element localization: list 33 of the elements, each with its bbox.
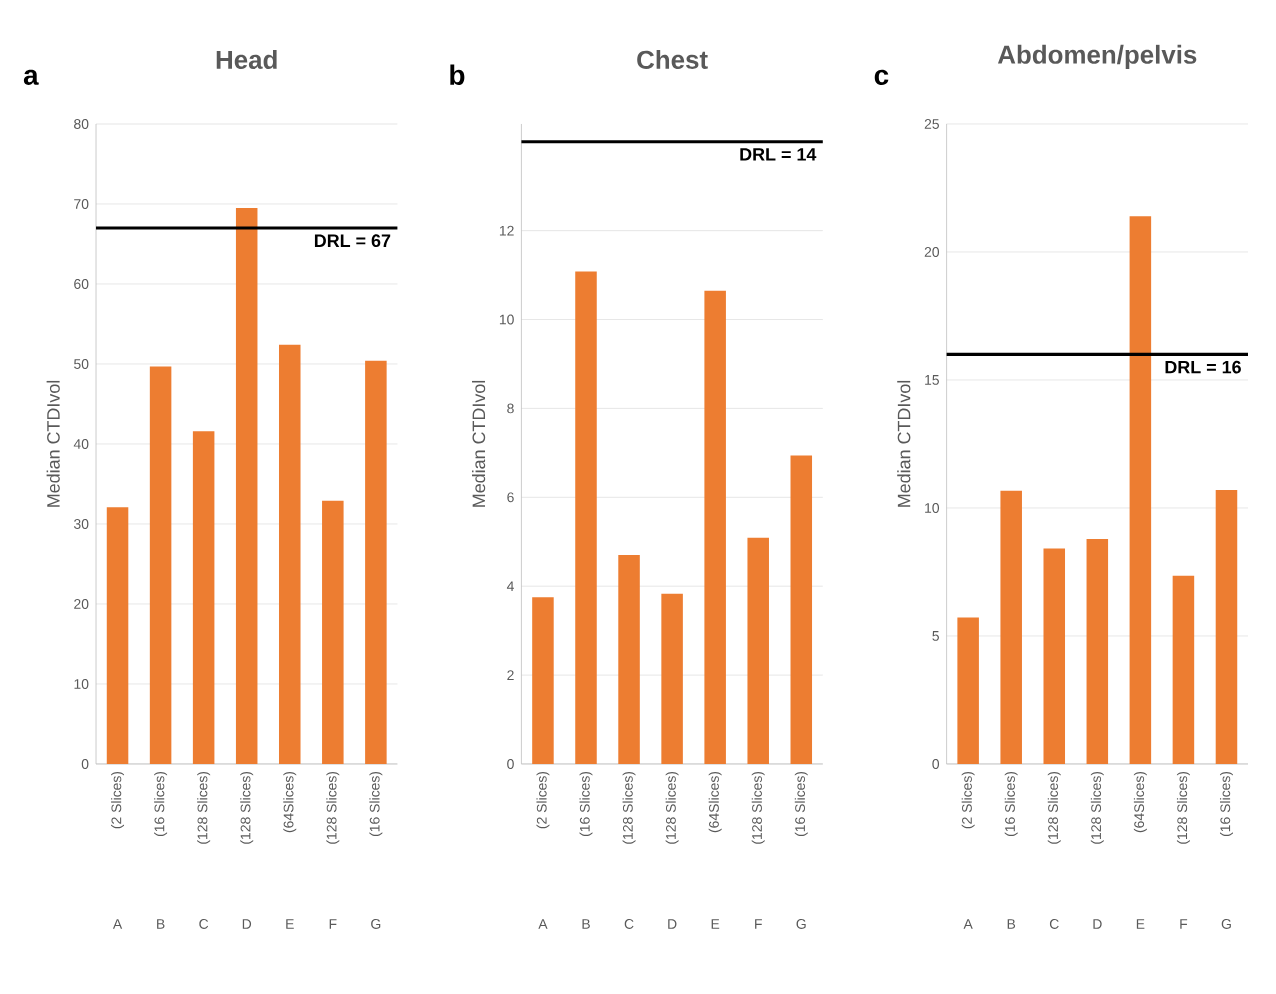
bar <box>1043 548 1066 764</box>
y-axis-title: Median CTDIvol <box>46 380 60 507</box>
ref-line-label: DRL = 67 <box>314 234 391 248</box>
chart-title: Chest <box>637 49 708 69</box>
bar <box>279 344 301 764</box>
text: a <box>23 69 39 85</box>
bar <box>149 366 172 764</box>
text: c <box>874 69 889 85</box>
ref-line-label: DRL = 16 <box>1165 360 1241 374</box>
bar <box>790 455 813 764</box>
bar <box>661 593 683 764</box>
chart-title: Head <box>216 49 277 69</box>
bar <box>747 537 769 764</box>
y-axis-title: Median CTDIvol <box>472 380 486 507</box>
bar <box>575 271 597 764</box>
bar <box>106 507 129 764</box>
bar <box>618 555 640 764</box>
bar <box>1172 575 1195 764</box>
ref-line-label: DRL = 14 <box>740 148 817 161</box>
bar <box>957 617 979 764</box>
bar <box>1129 216 1152 764</box>
bar <box>1086 538 1109 764</box>
bar <box>322 500 344 764</box>
bar <box>192 431 215 764</box>
bar <box>1000 490 1022 764</box>
y-axis-title: Median CTDIvol <box>897 380 911 507</box>
text: b <box>450 64 465 85</box>
bar <box>1215 490 1238 764</box>
bar <box>532 597 554 764</box>
bar <box>365 360 387 764</box>
bar <box>704 290 726 764</box>
chart-title: Abdomen/pelvis <box>997 44 1197 69</box>
bar <box>235 207 258 764</box>
